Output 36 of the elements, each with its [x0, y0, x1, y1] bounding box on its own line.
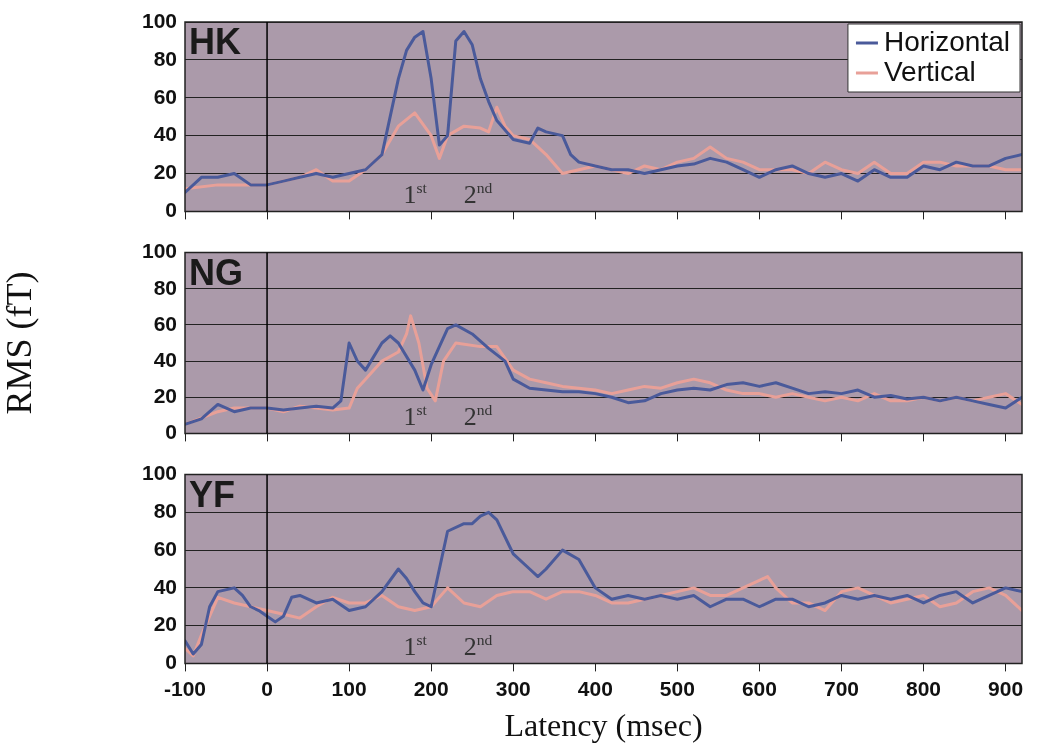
y-tick-label: 80	[153, 275, 177, 299]
y-tick-label: 100	[141, 239, 177, 263]
y-tick-label: 40	[153, 347, 177, 371]
legend-label: Vertical	[883, 55, 976, 87]
chart-title: HK	[189, 20, 241, 62]
y-tick-label: 0	[165, 198, 177, 222]
x-tick-label: 300	[495, 676, 531, 700]
y-tick-label: 0	[165, 650, 177, 674]
x-tick-label: 0	[261, 676, 273, 700]
x-tick-label: 400	[577, 676, 613, 700]
y-tick-label: 60	[153, 84, 177, 108]
y-tick-label: 100	[141, 461, 177, 485]
x-tick-label: 200	[413, 676, 449, 700]
x-axis-title: Latency (msec)	[504, 707, 703, 744]
x-tick-label: 600	[741, 676, 777, 700]
y-tick-label: 20	[153, 160, 177, 184]
legend-label: Horizontal	[883, 25, 1011, 57]
chart-title: YF	[189, 473, 236, 515]
y-tick-label: 0	[165, 420, 177, 444]
y-tick-label: 60	[153, 311, 177, 335]
x-tick-label: 900	[988, 676, 1024, 700]
y-tick-label: 80	[153, 46, 177, 70]
x-tick-label: -100	[163, 676, 207, 700]
chart-title: NG	[189, 251, 243, 293]
x-tick-label: 500	[659, 676, 695, 700]
y-tick-label: 40	[153, 574, 177, 598]
x-tick-label: 800	[906, 676, 942, 700]
y-tick-label: 20	[153, 384, 177, 408]
y-tick-label: 40	[153, 122, 177, 146]
y-tick-label: 100	[141, 8, 177, 32]
y-tick-label: 20	[153, 612, 177, 636]
x-tick-label: 700	[823, 676, 859, 700]
y-tick-label: 80	[153, 499, 177, 523]
x-tick-label: 100	[331, 676, 367, 700]
y-tick-label: 60	[153, 536, 177, 560]
y-axis-title: RMS (fT)	[0, 271, 40, 415]
